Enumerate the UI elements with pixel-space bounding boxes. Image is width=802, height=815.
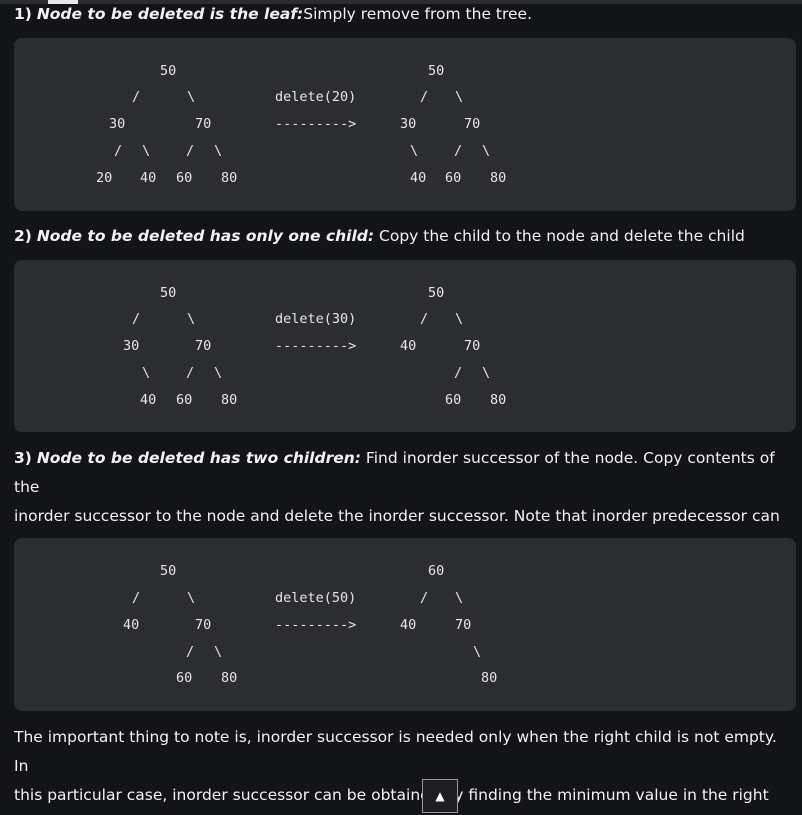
tree-node: 40 <box>410 170 427 186</box>
arrow: ---------> <box>275 116 357 132</box>
tree-edge: \ <box>410 143 419 159</box>
tree-node: 40 <box>123 617 140 633</box>
tree-node: 30 <box>109 116 126 132</box>
tree-edge: / <box>132 89 141 105</box>
tree-edge: / <box>132 590 141 606</box>
tree-node: 80 <box>221 670 238 686</box>
tree-edge: / <box>420 590 429 606</box>
tree-node: 30 <box>123 338 140 354</box>
tree-node: 50 <box>428 285 445 301</box>
tree-node: 70 <box>195 116 212 132</box>
tree-node: 80 <box>490 392 507 408</box>
case1-description: Simply remove from the tree. <box>303 5 533 23</box>
delete-operation: delete(50) <box>275 590 357 606</box>
footer-line1: The important thing to note is, inorder … <box>14 728 777 775</box>
tree-node: 80 <box>490 170 507 186</box>
top-bar <box>0 0 802 4</box>
tree-node: 60 <box>176 170 193 186</box>
tree-edge: / <box>186 365 195 381</box>
tree-edge: / <box>454 143 463 159</box>
code-block-case2: 50 / \ 30 70 \ / \ 40 60 80 delete(30) -… <box>14 260 796 432</box>
top-bar-indicator <box>48 0 78 4</box>
tree-edge: \ <box>214 143 223 159</box>
tree-node: 60 <box>176 670 193 686</box>
code-block-case3: 50 / \ 40 70 / \ 60 80 delete(50) ------… <box>14 538 796 711</box>
tree-edge: \ <box>482 365 491 381</box>
case3-line1: 3) Node to be deleted has two children: … <box>14 444 794 502</box>
tree-node: 40 <box>400 338 417 354</box>
tree-node: 70 <box>455 617 472 633</box>
tree-edge: \ <box>482 143 491 159</box>
tree-edge: / <box>132 311 141 327</box>
tree-node: 40 <box>400 617 417 633</box>
case2-title: Node to be deleted has only one child: <box>36 227 375 245</box>
tree-node: 60 <box>428 563 445 579</box>
case2-heading: 2) Node to be deleted has only one child… <box>14 222 794 251</box>
case1-title: Node to be deleted is the leaf: <box>36 5 304 23</box>
tree-edge: / <box>114 143 123 159</box>
tree-node: 60 <box>176 392 193 408</box>
tree-node: 70 <box>464 116 481 132</box>
tree-edge: \ <box>142 143 151 159</box>
tree-node: 40 <box>140 392 157 408</box>
tree-edge: \ <box>473 644 482 660</box>
tree-node: 70 <box>195 617 212 633</box>
case3-description: Find inorder successor of the node. Copy… <box>14 449 775 496</box>
case2-description: Copy the child to the node and delete th… <box>379 227 745 245</box>
tree-edge: \ <box>187 590 196 606</box>
case1-heading: 1) Node to be deleted is the leaf:Simply… <box>14 0 794 29</box>
triangle-up-icon: ▲ <box>435 789 445 803</box>
case2-number: 2) <box>14 227 32 245</box>
tree-node: 70 <box>464 338 481 354</box>
tree-node: 80 <box>481 670 498 686</box>
tree-node: 40 <box>140 170 157 186</box>
code-block-case1: 50 / \ 30 70 / \ / \ 20 40 60 80 delete(… <box>14 38 796 211</box>
case3-number: 3) <box>14 449 32 467</box>
tree-edge: / <box>186 143 195 159</box>
tree-edge: \ <box>455 311 464 327</box>
delete-operation: delete(20) <box>275 89 357 105</box>
case1-number: 1) <box>14 5 32 23</box>
tree-node: 80 <box>221 392 238 408</box>
tree-node: 50 <box>160 563 177 579</box>
footer-line2: this particular case, inorder successor … <box>14 786 769 804</box>
tree-node: 50 <box>160 63 177 79</box>
tree-node: 60 <box>445 392 462 408</box>
delete-operation: delete(30) <box>275 311 357 327</box>
tree-edge: / <box>454 365 463 381</box>
tree-node: 80 <box>221 170 238 186</box>
case3-title: Node to be deleted has two children: <box>36 449 361 467</box>
tree-edge: \ <box>455 89 464 105</box>
tree-node: 60 <box>445 170 462 186</box>
tree-edge: / <box>186 644 195 660</box>
tree-edge: / <box>420 89 429 105</box>
tree-edge: \ <box>214 644 223 660</box>
tree-edge: \ <box>142 365 151 381</box>
tree-edge: \ <box>455 590 464 606</box>
tree-edge: \ <box>187 89 196 105</box>
tree-node: 50 <box>160 285 177 301</box>
footer-note: The important thing to note is, inorder … <box>14 723 794 815</box>
tree-node: 50 <box>428 63 445 79</box>
tree-node: 70 <box>195 338 212 354</box>
tree-edge: / <box>420 311 429 327</box>
arrow: ---------> <box>275 617 357 633</box>
arrow: ---------> <box>275 338 357 354</box>
tree-edge: \ <box>214 365 223 381</box>
tree-edge: \ <box>187 311 196 327</box>
scroll-to-top-button[interactable]: ▲ <box>422 779 458 813</box>
tree-node: 20 <box>96 170 113 186</box>
case3-line2: inorder successor to the node and delete… <box>14 507 780 525</box>
tree-node: 30 <box>400 116 417 132</box>
